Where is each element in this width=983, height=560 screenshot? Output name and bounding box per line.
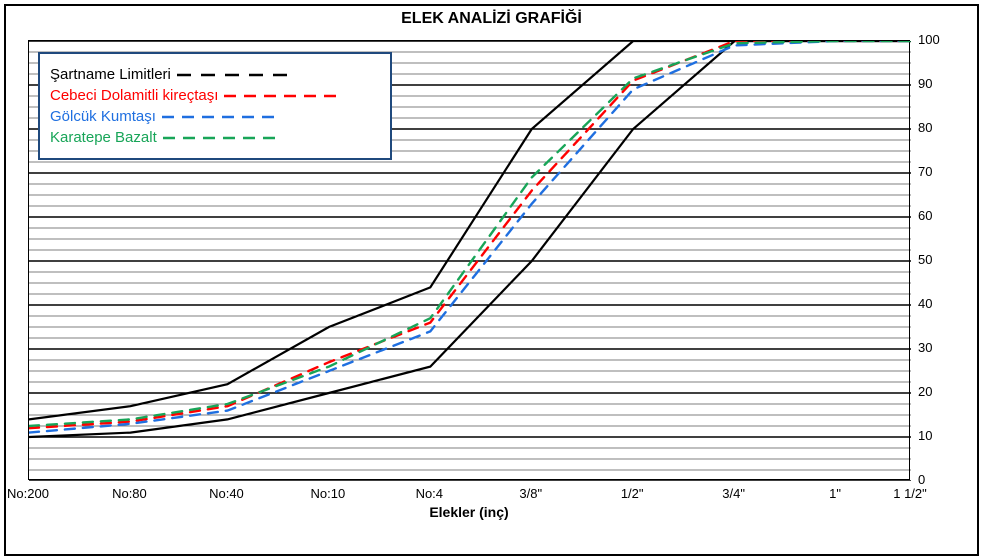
legend-swatch — [224, 89, 344, 103]
y-tick: 80 — [918, 120, 932, 135]
legend-swatch — [177, 68, 297, 82]
x-axis-label: Elekler (inç) — [429, 504, 508, 520]
legend-entry: Cebeci Dolamitli kireçtaşı — [50, 87, 380, 104]
legend-entry: Gölcük Kumtaşı — [50, 108, 380, 125]
x-tick: 3/8" — [519, 486, 542, 501]
x-tick: No:200 — [7, 486, 49, 501]
legend-entry: Şartname Limitleri — [50, 66, 380, 83]
y-tick: 50 — [918, 252, 932, 267]
legend-label: Şartname Limitleri — [50, 66, 171, 83]
legend-box: Şartname Limitleri Cebeci Dolamitli kireç… — [38, 52, 392, 160]
x-tick: 3/4" — [722, 486, 745, 501]
x-tick: No:40 — [209, 486, 244, 501]
chart-title: ELEK ANALİZİ GRAFİĞİ — [0, 10, 983, 28]
y-tick: 30 — [918, 340, 932, 355]
y-tick: 100 — [918, 32, 940, 47]
x-tick: No:4 — [416, 486, 443, 501]
y-tick: 10 — [918, 428, 932, 443]
x-tick: 1" — [829, 486, 841, 501]
x-tick: 1/2" — [621, 486, 644, 501]
y-tick: 90 — [918, 76, 932, 91]
legend-swatch — [163, 131, 283, 145]
legend-label: Karatepe Bazalt — [50, 129, 157, 146]
x-tick: 1 1/2" — [893, 486, 927, 501]
y-tick: 0 — [918, 472, 925, 487]
x-tick: No:10 — [311, 486, 346, 501]
legend-label: Cebeci Dolamitli kireçtaşı — [50, 87, 218, 104]
legend-label: Gölcük Kumtaşı — [50, 108, 156, 125]
legend-swatch — [162, 110, 282, 124]
legend-entry: Karatepe Bazalt — [50, 129, 380, 146]
y-tick: 20 — [918, 384, 932, 399]
x-tick: No:80 — [112, 486, 147, 501]
y-tick: 60 — [918, 208, 932, 223]
y-tick: 40 — [918, 296, 932, 311]
y-tick: 70 — [918, 164, 932, 179]
